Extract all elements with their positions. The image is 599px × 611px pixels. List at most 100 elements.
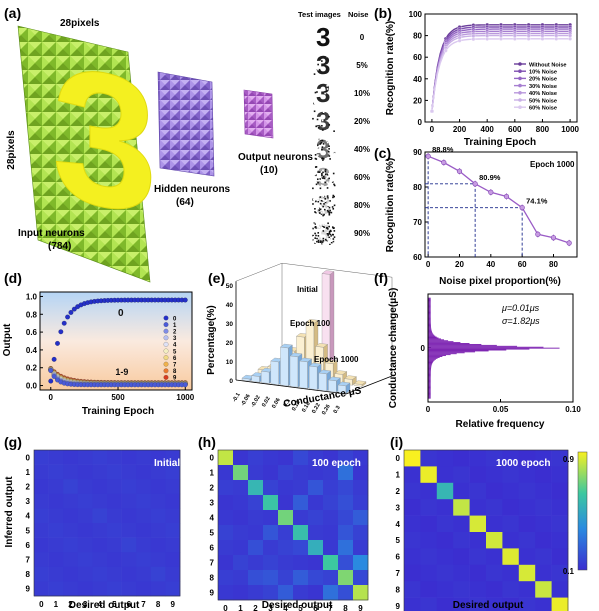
heatmap-ytick-label: 3 xyxy=(210,499,215,508)
c-annotation: 88.8% xyxy=(432,145,454,154)
noise-pixel xyxy=(322,222,325,224)
f-hist-bar xyxy=(428,302,431,304)
e-ztick-label: 50 xyxy=(226,283,234,290)
heatmap-cell xyxy=(420,564,438,582)
noise-pixel xyxy=(313,73,316,75)
noise-pixel xyxy=(314,213,316,215)
heatmap-cell xyxy=(436,597,454,611)
heatmap-cell xyxy=(248,495,264,511)
noise-pixel xyxy=(315,238,317,241)
d-legend-marker xyxy=(163,375,169,380)
e-bar-front xyxy=(251,375,260,383)
heatmap-cell xyxy=(353,465,369,481)
f-hist-bar xyxy=(428,354,451,356)
heatmap-cell xyxy=(518,515,536,533)
noise-pixel xyxy=(332,172,335,175)
heatmap-cell xyxy=(63,493,79,509)
test-digit: 3 xyxy=(316,134,330,164)
f-hist-bar xyxy=(428,314,431,316)
heatmap-ytick-label: 2 xyxy=(396,487,401,496)
noise-pixel xyxy=(320,212,323,214)
heatmap-ytick-label: 9 xyxy=(396,602,401,611)
heatmap-cell xyxy=(92,523,108,538)
b-point xyxy=(429,109,434,114)
e-xtick-label: 0.14 xyxy=(291,399,302,412)
heatmap-cell xyxy=(518,499,536,516)
noise-pixel xyxy=(327,215,330,218)
noise-level-label: 5% xyxy=(356,61,368,70)
heatmap-xtick-label: 2 xyxy=(68,600,73,609)
noise-pixel xyxy=(326,84,328,87)
d-ytick-label: 0.4 xyxy=(26,346,38,355)
noise-pixel xyxy=(331,198,333,201)
noise-pixel xyxy=(326,141,329,144)
heatmap-cell xyxy=(48,552,64,568)
noise-pixel xyxy=(324,92,326,95)
heatmap-cell xyxy=(278,480,294,496)
noise-pixel xyxy=(322,224,325,226)
heatmap-cell xyxy=(63,450,79,465)
noise-pixel xyxy=(326,55,329,58)
b-point xyxy=(512,36,517,41)
heatmap-cell xyxy=(293,510,309,526)
b-point xyxy=(457,38,462,43)
noise-pixel xyxy=(326,214,329,217)
heatmap-cell xyxy=(420,581,438,598)
heatmap-cell xyxy=(92,493,108,509)
b-point xyxy=(526,33,531,38)
heatmap-xtick-label: 4 xyxy=(97,600,102,609)
heatmap-cell xyxy=(233,525,249,541)
heatmap-cell xyxy=(436,499,454,516)
heatmap-xtick-label: 6 xyxy=(313,604,318,611)
heatmap-cell xyxy=(293,495,309,511)
noise-pixel xyxy=(316,236,318,238)
e-series-label-epoch1000: Epoch 1000 xyxy=(314,355,359,364)
b-legend-marker xyxy=(518,76,522,81)
noise-pixel xyxy=(330,242,333,244)
noise-pixel xyxy=(319,241,322,243)
heatmap-cell xyxy=(323,450,339,466)
noise-pixel xyxy=(325,139,328,142)
e-xtick-label: -0.06 xyxy=(240,393,251,407)
noise-pixel xyxy=(332,196,334,199)
noise-pixel xyxy=(312,154,314,157)
test-image-2: 3 10% xyxy=(313,78,370,108)
noise-pixel xyxy=(317,181,319,184)
e-bar-top xyxy=(321,270,335,275)
heatmap-cell xyxy=(353,555,369,571)
heatmap-cell xyxy=(486,466,503,484)
noise-pixel xyxy=(314,157,317,160)
heatmap-ytick-label: 7 xyxy=(26,556,31,565)
noise-pixel xyxy=(333,130,335,132)
b-xlabel: Training Epoch xyxy=(464,137,536,148)
noise-pixel xyxy=(321,119,324,122)
noise-pixel xyxy=(319,143,322,145)
c-line xyxy=(427,155,570,244)
heatmap-cell xyxy=(136,566,152,582)
noise-pixel xyxy=(312,170,314,172)
noise-pixel xyxy=(314,91,317,94)
noise-pixel xyxy=(324,89,326,91)
noise-pixel xyxy=(322,237,325,240)
heatmap-cell xyxy=(34,493,49,509)
e-xtick-label: 0.22 xyxy=(311,402,322,414)
f-hist-bar xyxy=(428,326,431,328)
e-bar-top xyxy=(289,352,303,358)
e-ztick-label: 30 xyxy=(226,321,234,328)
heatmap-cell xyxy=(469,466,487,484)
noise-pixel xyxy=(326,208,328,211)
f-hist-bar xyxy=(428,329,432,331)
noise-pixel xyxy=(312,234,314,237)
heatmap-cell xyxy=(34,581,49,597)
noise-pixel xyxy=(317,68,319,71)
heatmap-cell xyxy=(551,466,569,484)
heatmap-cell xyxy=(48,581,64,597)
noise-pixel xyxy=(317,235,320,237)
heatmap-cell xyxy=(535,548,552,566)
heatmap-cell xyxy=(535,466,552,484)
heatmap-cell xyxy=(218,570,234,586)
heatmap-cell xyxy=(323,480,339,496)
noise-pixel xyxy=(323,213,325,216)
c-ytick-label: 70 xyxy=(413,218,422,227)
f-hist-bar xyxy=(428,392,431,394)
